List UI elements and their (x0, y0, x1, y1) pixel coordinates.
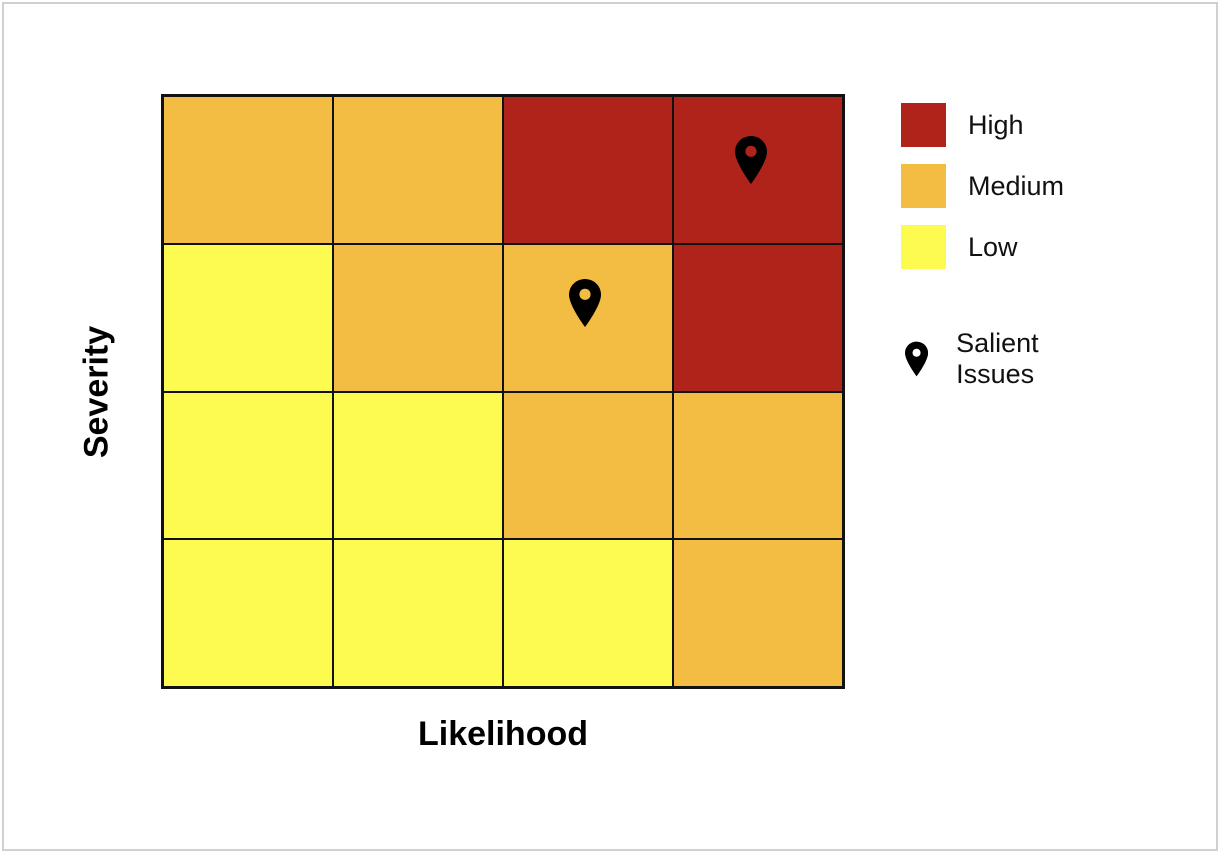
legend-label-high: High (968, 109, 1024, 140)
legend-swatch-low (901, 225, 946, 269)
matrix-cell-medium (673, 391, 843, 540)
legend-item-medium: Medium (901, 163, 1064, 209)
matrix-cell-medium (333, 243, 503, 392)
matrix-cell-low (163, 243, 333, 392)
matrix-cell-medium (503, 243, 673, 392)
map-pin-icon (735, 135, 767, 184)
matrix-cell-low (163, 539, 333, 687)
matrix-cell-medium (503, 391, 673, 540)
legend-item-salient-issues: Salient Issues (901, 328, 1064, 390)
map-pin-icon (569, 278, 601, 327)
matrix-cell-high (673, 96, 843, 244)
matrix-cell-high (673, 243, 843, 392)
matrix-cell-medium (163, 96, 333, 244)
legend-label-medium: Medium (968, 170, 1065, 201)
legend-swatch-high (901, 103, 946, 147)
x-axis-label: Likelihood (418, 715, 588, 753)
matrix-cell-medium (673, 539, 843, 687)
legend-item-low: Low (901, 224, 1064, 270)
risk-matrix-grid (161, 94, 845, 689)
matrix-cell-medium (333, 96, 503, 244)
map-pin-icon (905, 341, 929, 377)
legend-swatch-medium (901, 164, 946, 208)
matrix-cell-low (333, 539, 503, 687)
legend-label-salient-issues: Salient Issues (956, 328, 1039, 389)
matrix-cell-high (503, 96, 673, 244)
matrix-cell-low (503, 539, 673, 687)
legend-label-low: Low (968, 231, 1018, 262)
matrix-cell-low (163, 391, 333, 540)
y-axis-label: Severity (77, 325, 116, 459)
matrix-cell-low (333, 391, 503, 540)
legend: High Medium Low Salient Issues (901, 102, 1064, 389)
legend-item-high: High (901, 102, 1064, 148)
